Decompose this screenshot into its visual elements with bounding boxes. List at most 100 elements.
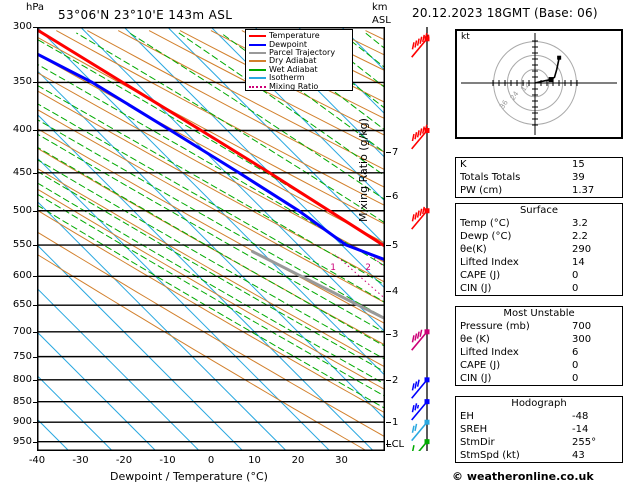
data-row: Totals Totals 39 [456,171,622,184]
legend-item-wet-adiabat: Wet Adiabat [249,65,349,74]
pressure-tick-650: 650 [12,299,32,311]
pressure-tick-mark [33,305,38,307]
data-row-value: 15 [572,159,585,170]
pressure-tick-300: 300 [12,21,32,32]
altitude-tick-mark [386,152,391,154]
altitude-tick-5: 5 [392,240,399,252]
altitude-tick-4: 4 [392,286,399,298]
hodograph-ring-label-24: 24 [509,89,521,101]
hodograph-unit-label: kt [461,32,470,42]
temperature-tick-20: 20 [291,455,305,466]
data-row-key: Temp (°C) [460,218,510,229]
pressure-tick-450: 450 [12,166,32,178]
data-row-value: 0 [572,373,579,384]
data-row: StmSpd (kt) 43 [456,449,622,462]
data-row-value: 3.2 [572,218,588,229]
altitude-tick-6: 6 [392,191,399,203]
altitude-tick-mark [386,422,391,424]
data-row: K 15 [456,158,622,171]
data-row-key: StmDir [460,437,495,448]
panel-most-unstable: Most Unstable Pressure (mb) 700 θe (K) 300 Li… [455,306,623,386]
altitude-axis-unit-line1: km [372,2,388,13]
altitude-tick-mark [386,245,391,247]
pressure-tick-950: 950 [12,435,32,447]
pressure-tick-mark [33,27,38,28]
pressure-tick-550: 550 [12,239,32,251]
data-row: Pressure (mb) 700 [456,320,622,333]
data-row-value: 0 [572,283,579,294]
pressure-tick-mark [33,276,38,278]
pressure-axis-unit: hPa [26,2,45,13]
panel-indices: K 15 Totals Totals 39 PW (cm) 1.37 [455,157,623,198]
pressure-tick-850: 850 [12,395,32,407]
pressure-tick-750: 750 [12,350,32,362]
copyright-notice: © weatheronline.co.uk [452,470,594,483]
data-row-value: 2.2 [572,231,588,242]
temperature-tick--20: -20 [115,455,133,466]
data-row-key: StmSpd (kt) [460,450,520,461]
data-row: Dewp (°C) 2.2 [456,230,622,243]
legend-item-temperature: Temperature [249,32,349,40]
legend-item-dewpoint: Dewpoint [249,40,349,48]
panel-title: Surface [519,205,559,216]
altitude-tick-3: 3 [392,329,399,341]
pressure-tick-mark [33,210,38,212]
data-row: CIN (J) 0 [456,282,622,295]
legend-swatch-icon [249,85,266,88]
data-row-key: CIN (J) [460,373,492,384]
data-row-key: Pressure (mb) [460,321,530,332]
pressure-tick-500: 500 [12,204,32,216]
altitude-tick-mark [386,334,391,336]
pressure-tick-mark [33,172,38,174]
data-row-key: Dewp (°C) [460,231,512,242]
x-axis-title: Dewpoint / Temperature (°C) [110,470,268,483]
data-row-value: 39 [572,172,585,183]
panel-surface: Surface Temp (°C) 3.2 Dewp (°C) 2.2 θe(K) 290 L… [455,203,623,296]
data-row-value: 290 [572,244,592,255]
data-row-key: Lifted Index [460,257,519,268]
data-row: Lifted Index 14 [456,256,622,269]
legend-label: Isotherm [269,73,305,83]
legend-label: Mixing Ratio [269,81,319,91]
data-row-key: SREH [460,424,488,435]
data-row: CIN (J) 0 [456,372,622,385]
legend-swatch-icon [249,35,266,38]
mixing-ratio-label-2: 2 [365,263,371,274]
pressure-tick-350: 350 [12,76,32,88]
altitude-axis-unit-line2: ASL [372,15,391,26]
legend-swatch-icon [249,60,266,63]
legend-label: Dewpoint [269,39,308,49]
pressure-tick-mark [33,245,38,247]
data-row-key: K [460,159,467,170]
data-row-value: -48 [572,411,589,422]
wind-barbs [411,27,430,461]
data-row: θe (K) 300 [456,333,622,346]
altitude-tick-mark [386,196,391,198]
sounding-datetime: 20.12.2023 18GMT (Base: 06) [412,6,598,20]
data-row: EH -48 [456,410,622,423]
pressure-tick-mark [33,401,38,403]
panel-hodograph: Hodograph EH -48 SREH -14 StmDir 255° StmSpd (k… [455,396,623,463]
data-row-value: 0 [572,270,579,281]
data-row-value: 1.37 [572,185,595,196]
wind-barb-column [401,27,447,461]
pressure-tick-mark [33,356,38,358]
hodograph-ring-label-36: 36 [498,98,510,110]
data-row: Temp (°C) 3.2 [456,217,622,230]
data-row: StmDir 255° [456,436,622,449]
data-row-value: 300 [572,334,592,345]
pressure-tick-mark [33,422,38,424]
panel-title: Hodograph [511,398,567,409]
station-coordinates: 53°06'N 23°10'E 143m ASL [58,8,233,22]
legend-item-parcel-trajectory: Parcel Trajectory [249,48,349,57]
data-row: CAPE (J) 0 [456,269,622,282]
chart-legend: Temperature Dewpoint Parcel Trajectory Dry … [245,29,353,91]
data-row-key: CAPE (J) [460,360,501,371]
legend-label: Temperature [269,31,320,41]
data-row-key: θe(K) [460,244,487,255]
data-row-value: 700 [572,321,592,332]
data-row: SREH -14 [456,423,622,436]
data-row-value: 14 [572,257,585,268]
data-row: CAPE (J) 0 [456,359,622,372]
